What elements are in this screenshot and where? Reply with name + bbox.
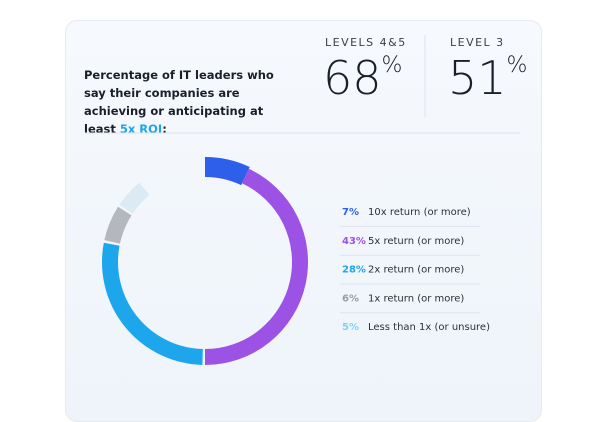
page: Percentage of IT leaders who say their c… bbox=[65, 20, 542, 422]
legend-value: 5% bbox=[342, 322, 359, 333]
stat-value: 51 bbox=[448, 51, 507, 105]
legend-value: 28% bbox=[342, 265, 366, 276]
stat-unit: % bbox=[506, 53, 528, 78]
legend-label: 10x return (or more) bbox=[368, 207, 471, 218]
card bbox=[65, 20, 542, 422]
title-text: : bbox=[162, 122, 167, 136]
legend-value: 6% bbox=[342, 293, 359, 304]
title-text: Percentage of IT leaders who say their c… bbox=[84, 68, 274, 136]
legend-label: 1x return (or more) bbox=[368, 293, 464, 304]
stat-unit: % bbox=[381, 53, 403, 78]
donut-segment bbox=[119, 182, 150, 214]
donut-segment bbox=[102, 242, 203, 365]
donut-segment bbox=[204, 157, 250, 186]
donut-segment bbox=[104, 206, 132, 244]
chart: 7% 10x return (or more) 43% 5x return (or m… bbox=[85, 35, 520, 365]
stat-label: LEVEL 3 bbox=[450, 36, 505, 49]
legend-label: 2x return (or more) bbox=[368, 265, 464, 276]
legend-value: 7% bbox=[342, 207, 359, 218]
donut-segment bbox=[204, 168, 308, 365]
stat-value: 68 bbox=[323, 51, 382, 105]
legend-label: 5x return (or more) bbox=[368, 236, 464, 247]
legend-value: 43% bbox=[342, 236, 366, 247]
stat: LEVEL 3 51% bbox=[448, 36, 528, 107]
legend-label: Less than 1x (or unsure) bbox=[368, 322, 490, 333]
stat-label: LEVELS 4&5 bbox=[325, 36, 407, 49]
stat: LEVELS 4&5 68% bbox=[323, 36, 407, 107]
